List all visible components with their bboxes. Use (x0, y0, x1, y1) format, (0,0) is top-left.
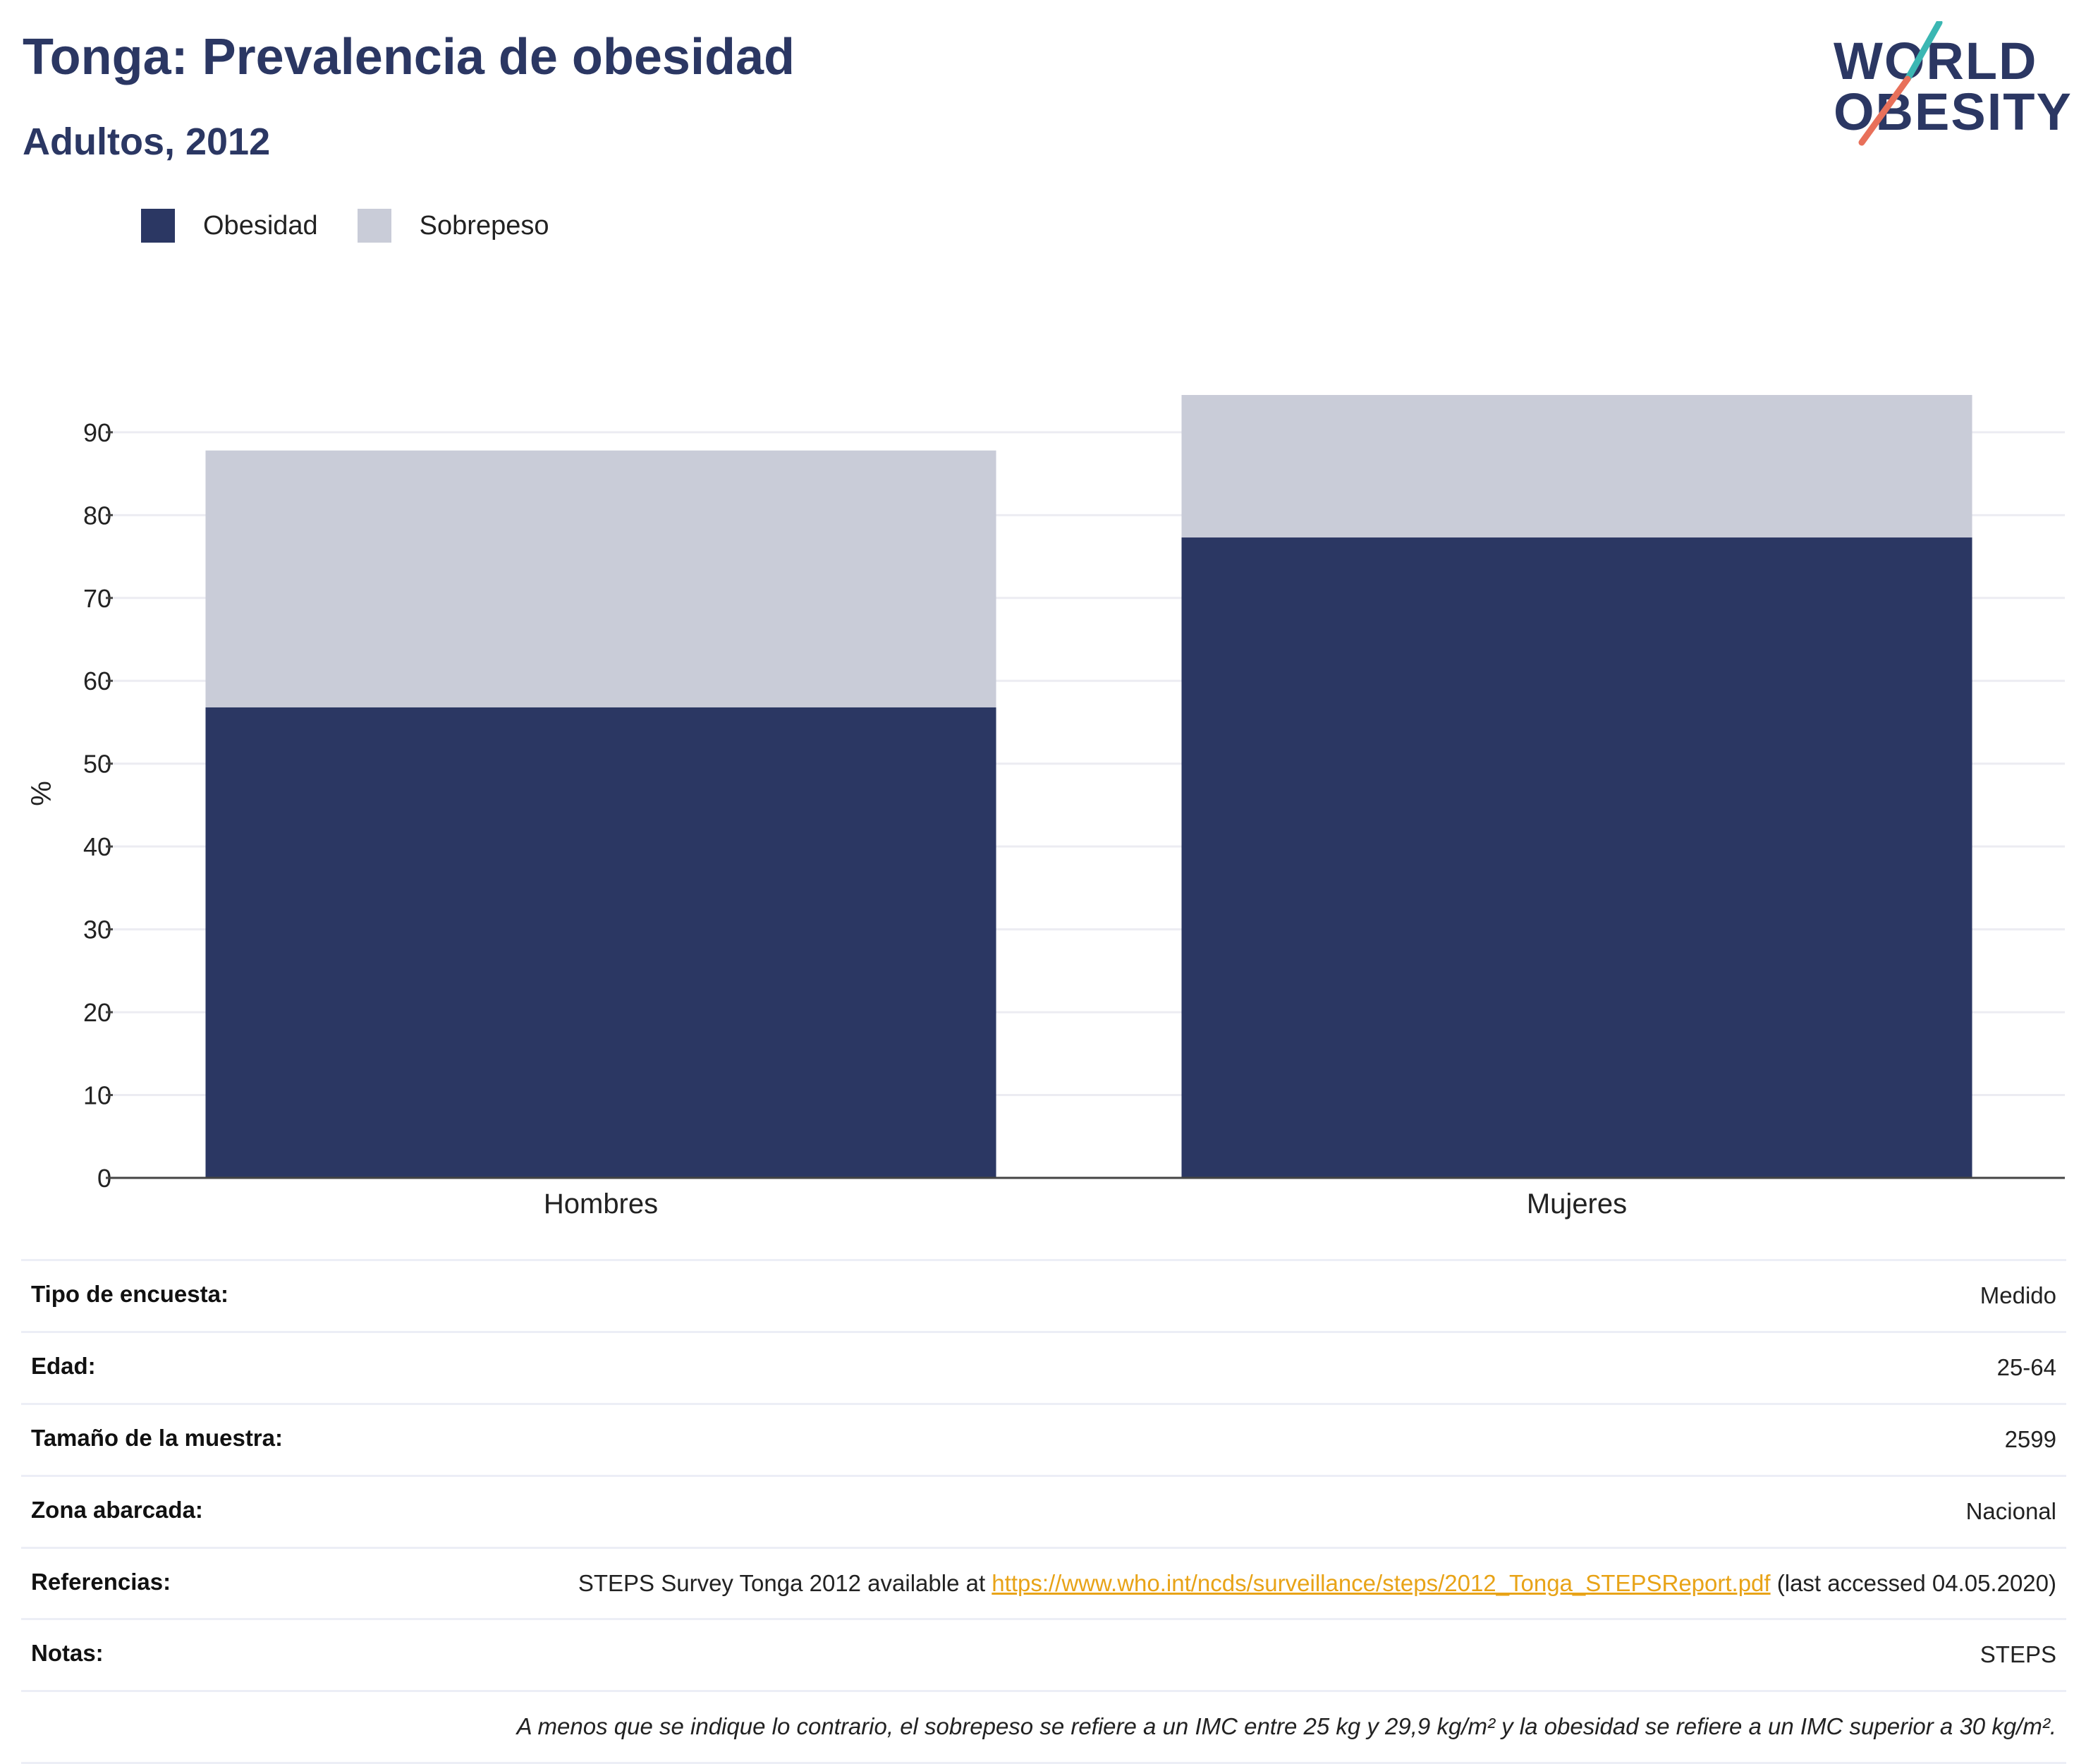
footnote-text: A menos que se indique lo contrario, el … (516, 1713, 2056, 1740)
info-value-edad: 25-64 (1996, 1354, 2056, 1380)
chart-legend: Obesidad Sobrepeso (141, 209, 588, 243)
info-label-zona: Zona abarcada: (31, 1496, 203, 1523)
info-row-edad: Edad: 25-64 (21, 1330, 2066, 1403)
info-row-muestra: Tamaño de la muestra: 2599 (21, 1402, 2066, 1475)
x-tick-label: Hombres (544, 1188, 658, 1219)
info-row-zona: Zona abarcada: Nacional (21, 1474, 2066, 1547)
legend-label-sobrepeso: Sobrepeso (419, 210, 549, 241)
bar-sobrepeso-mujeres (1181, 395, 1972, 538)
info-label-notas: Notas: (31, 1640, 104, 1667)
y-axis-label: % (26, 781, 57, 806)
reference-link[interactable]: https://www.who.int/ncds/surveillance/st… (992, 1569, 1771, 1596)
logo-line-1: WORLD (1834, 32, 2038, 90)
reference-suffix: (last accessed 04.05.2020) (1770, 1569, 2056, 1596)
info-value-referencias: STEPS Survey Tonga 2012 available at htt… (578, 1569, 2056, 1599)
chart-title: Tonga: Prevalencia de obesidad (23, 29, 795, 85)
info-value-muestra: 2599 (2004, 1425, 2056, 1452)
info-label-muestra: Tamaño de la muestra: (31, 1424, 283, 1451)
legend-label-obesidad: Obesidad (203, 210, 318, 241)
reference-prefix: STEPS Survey Tonga 2012 available at (578, 1569, 992, 1596)
info-row-notas: Notas: STEPS (21, 1618, 2066, 1690)
info-row-referencias: Referencias: STEPS Survey Tonga 2012 ava… (21, 1546, 2066, 1619)
info-label-referencias: Referencias: (31, 1568, 171, 1595)
y-tick-label: 0 (97, 1164, 111, 1193)
info-row-footnote: A menos que se indique lo contrario, el … (21, 1690, 2066, 1764)
info-row-tipo: Tipo de encuesta: Medido (21, 1259, 2066, 1331)
info-value-notas: STEPS (1980, 1641, 2056, 1668)
info-value-zona: Nacional (1965, 1497, 2056, 1524)
info-label-tipo: Tipo de encuesta: (31, 1281, 228, 1307)
survey-info-table: Tipo de encuesta: Medido Edad: 25-64 Tam… (21, 1259, 2066, 1764)
info-label-edad: Edad: (31, 1352, 96, 1379)
world-obesity-logo: WORLD OBESITY (1834, 21, 2071, 148)
chart-subtitle: Adultos, 2012 (23, 121, 271, 163)
logo-slash-icon (1858, 21, 1943, 146)
bar-obesidad-hombres (205, 707, 996, 1178)
x-tick-label: Mujeres (1527, 1188, 1627, 1219)
bar-obesidad-mujeres (1181, 537, 1972, 1178)
legend-item-obesidad: Obesidad (141, 209, 318, 243)
info-value-tipo: Medido (1980, 1282, 2056, 1308)
legend-item-sobrepeso: Sobrepeso (357, 209, 549, 243)
legend-swatch-sobrepeso (357, 209, 391, 243)
legend-swatch-obesidad (141, 209, 175, 243)
bar-sobrepeso-hombres (205, 450, 996, 707)
